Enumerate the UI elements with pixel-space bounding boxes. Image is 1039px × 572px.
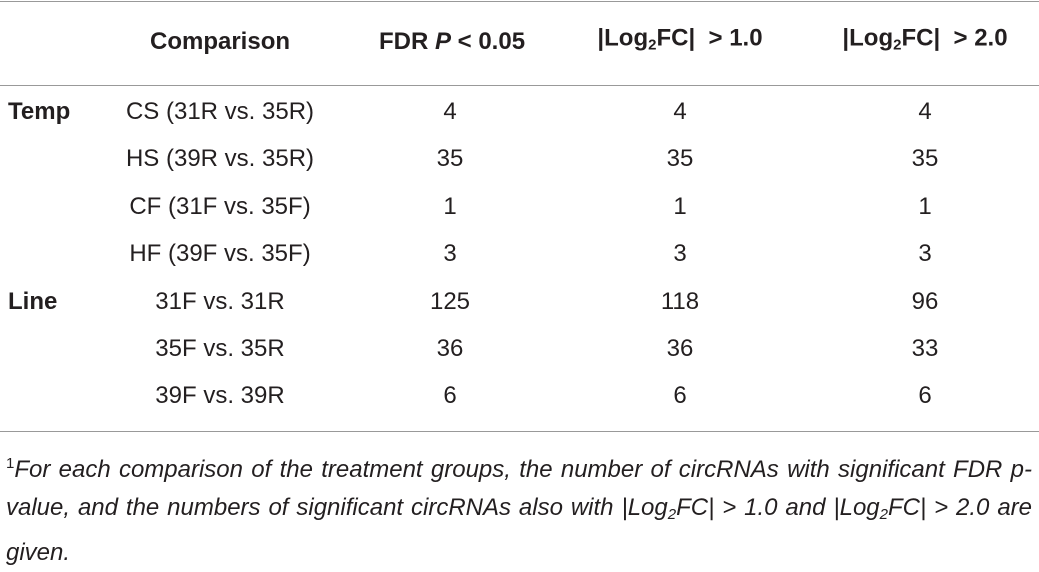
count-cell: 1 <box>918 192 932 220</box>
comparison-cell: 31F vs. 31R <box>155 287 285 315</box>
count-cell: 36 <box>436 335 464 362</box>
header-text: 2 <box>893 36 902 54</box>
comparison-cell: 39F vs. 39R <box>155 382 285 410</box>
column-header: Comparison <box>149 28 291 55</box>
count-cell: 125 <box>429 287 471 315</box>
count-cell: 3 <box>673 240 687 268</box>
comparison-cell: HF (39F vs. 35F) <box>129 240 311 268</box>
header-text: FDR <box>378 28 435 55</box>
count-cell: 33 <box>911 335 939 362</box>
footnote-mark: 1 <box>6 455 15 472</box>
header-text: |Log <box>597 24 649 52</box>
column-header: |Log2FC| > 1.0 <box>597 24 762 61</box>
header-rule <box>0 85 1039 86</box>
bottom-rule <box>0 431 1039 432</box>
footnote: 1For each comparison of the treatment gr… <box>6 445 1032 572</box>
footnote-text: FC| > 1.0 and |Log <box>676 494 880 521</box>
header-text: P <box>434 28 451 55</box>
count-cell: 36 <box>666 335 694 362</box>
column-header: |Log2FC| > 2.0 <box>842 24 1007 61</box>
count-cell: 4 <box>918 98 932 125</box>
count-cell: 35 <box>911 145 939 173</box>
group-label: Line <box>8 287 58 315</box>
comparison-cell: 35F vs. 35R <box>155 335 285 362</box>
footnote-text: |Log <box>621 494 668 521</box>
header-text: 2 <box>648 36 657 54</box>
count-cell: 35 <box>666 145 694 173</box>
count-cell: 6 <box>443 382 457 410</box>
header-text: FC| > 1.0 <box>656 24 763 52</box>
comparison-cell: CF (31F vs. 35F) <box>129 192 311 220</box>
count-cell: 35 <box>436 145 464 173</box>
footnote-text: For each comparison of the treatment gro… <box>6 456 1032 521</box>
count-cell: 118 <box>660 287 700 315</box>
header-text: |Log <box>842 24 894 52</box>
count-cell: 1 <box>443 192 457 220</box>
count-cell: 3 <box>443 240 457 268</box>
top-rule <box>0 1 1039 2</box>
column-header: FDR P < 0.05 <box>379 27 525 57</box>
footnote-text: 2 <box>667 506 677 523</box>
count-cell: 4 <box>443 98 457 125</box>
group-label: Temp <box>8 98 71 125</box>
count-cell: 6 <box>673 382 687 410</box>
comparison-cell: CS (31R vs. 35R) <box>125 98 315 125</box>
count-cell: 6 <box>918 382 932 410</box>
count-cell: 1 <box>673 192 687 220</box>
count-cell: 96 <box>911 287 939 315</box>
footnote-text: 2 <box>879 506 888 523</box>
header-text: FC| > 2.0 <box>901 24 1008 52</box>
header-text: < 0.05 <box>450 28 526 55</box>
count-cell: 4 <box>673 98 687 125</box>
comparison-cell: HS (39R vs. 35R) <box>125 145 315 173</box>
count-cell: 3 <box>918 240 932 268</box>
